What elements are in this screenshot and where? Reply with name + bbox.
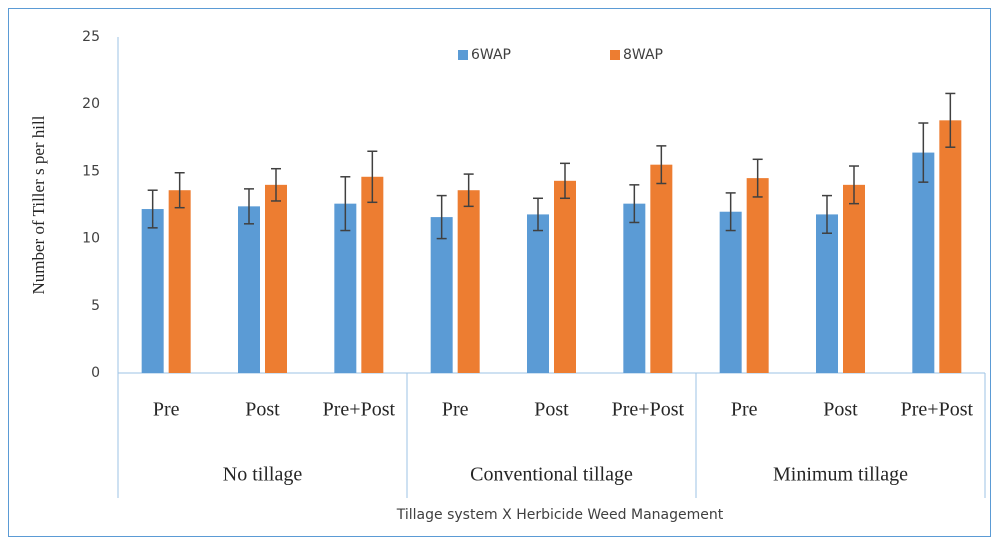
bar bbox=[746, 178, 769, 373]
legend-swatch bbox=[458, 50, 468, 60]
x-tick-label: Post bbox=[245, 399, 280, 421]
y-tick-label: 20 bbox=[82, 96, 100, 112]
group-label: Conventional tillage bbox=[470, 464, 633, 486]
bar bbox=[719, 211, 742, 373]
legend-swatch bbox=[610, 50, 620, 60]
bar bbox=[141, 209, 164, 373]
x-tick-label: Pre+Post bbox=[901, 399, 974, 421]
x-tick-label: Pre bbox=[731, 399, 758, 421]
y-tick-label: 5 bbox=[91, 298, 100, 314]
y-tick-label: 15 bbox=[82, 163, 100, 179]
bar bbox=[554, 180, 576, 373]
bar bbox=[265, 184, 287, 373]
group-label: Minimum tillage bbox=[773, 464, 908, 486]
bar bbox=[334, 203, 357, 373]
y-tick-label: 25 bbox=[82, 29, 100, 45]
x-tick-label: Pre+Post bbox=[612, 399, 685, 421]
bar bbox=[939, 120, 962, 373]
x-tick-label: Post bbox=[823, 399, 858, 421]
legend-label: 6WAP bbox=[471, 47, 511, 63]
bar bbox=[361, 176, 384, 373]
bar bbox=[623, 203, 646, 373]
bar bbox=[527, 214, 549, 373]
x-tick-label: Post bbox=[534, 399, 569, 421]
bar bbox=[912, 152, 935, 373]
y-axis-title: Number of Tiller s per hill bbox=[29, 115, 48, 294]
x-axis-title: Tillage system X Herbicide Weed Manageme… bbox=[396, 507, 724, 523]
bar bbox=[168, 190, 191, 373]
bar bbox=[457, 190, 480, 373]
x-tick-label: Pre bbox=[442, 399, 469, 421]
y-tick-label: 0 bbox=[91, 365, 100, 381]
group-label: No tillage bbox=[223, 464, 303, 486]
bar bbox=[843, 184, 865, 373]
x-tick-label: Pre+Post bbox=[323, 399, 396, 421]
legend-label: 8WAP bbox=[623, 47, 663, 63]
x-tick-label: Pre bbox=[153, 399, 180, 421]
bar bbox=[430, 217, 453, 373]
bar bbox=[650, 164, 673, 373]
y-tick-label: 10 bbox=[82, 231, 100, 247]
bar bbox=[238, 206, 260, 373]
bar bbox=[816, 214, 838, 373]
